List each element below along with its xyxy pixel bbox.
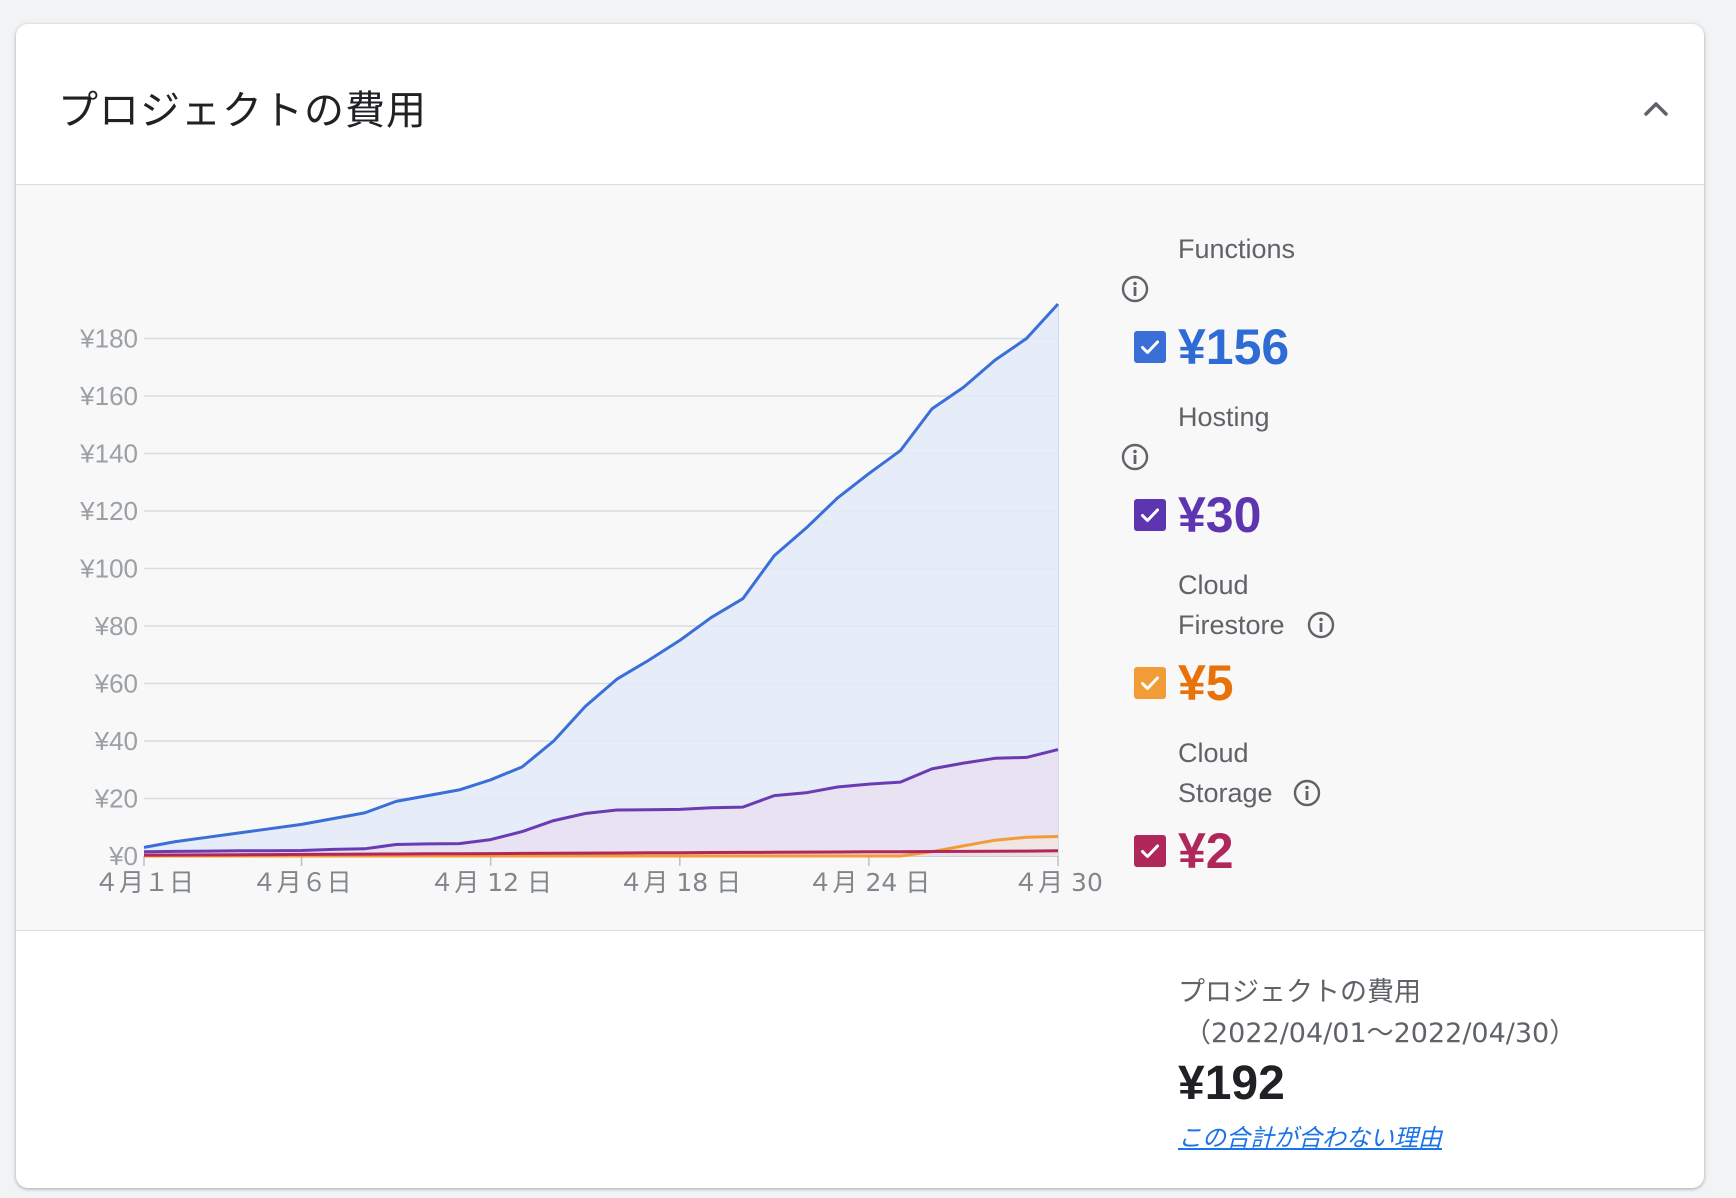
- summary-label: プロジェクトの費用: [1178, 977, 1421, 1008]
- y-tick-label: ¥180: [79, 324, 138, 354]
- x-tick-label: ４月１日: [94, 868, 194, 897]
- collapse-button[interactable]: [1632, 84, 1680, 132]
- y-tick-label: ¥40: [94, 726, 138, 756]
- legend-value: ¥2: [1178, 823, 1234, 879]
- y-tick-label: ¥60: [94, 669, 138, 699]
- check-icon: [1141, 676, 1159, 690]
- y-tick-label: ¥100: [79, 554, 138, 584]
- legend-name: Cloud: [1178, 570, 1249, 600]
- series-checkbox[interactable]: [1134, 835, 1166, 867]
- x-tick-label: ４月 12 日: [429, 868, 552, 897]
- info-icon[interactable]: [1120, 274, 1150, 304]
- check-icon: [1141, 340, 1159, 354]
- x-tick-label: ４月６日: [252, 868, 352, 897]
- y-tick-label: ¥140: [79, 439, 138, 469]
- mismatch-reason-link[interactable]: この合計が合わない理由: [1178, 1124, 1442, 1152]
- summary-total: ¥192: [1178, 1057, 1285, 1110]
- x-tick-label: ４月 24 日: [808, 868, 931, 897]
- line-hosting: [143, 748, 1059, 854]
- info-icon[interactable]: [1292, 778, 1322, 808]
- legend-name: Firestore: [1178, 610, 1285, 640]
- line-functions: [143, 302, 1060, 849]
- check-icon: [1141, 844, 1159, 858]
- series-checkbox[interactable]: [1134, 331, 1166, 363]
- legend-value: ¥5: [1178, 655, 1234, 711]
- x-tick-label: ４月 18 日: [618, 868, 741, 897]
- legend-name: Cloud: [1178, 738, 1249, 768]
- card-header: プロジェクトの費用: [16, 24, 1704, 185]
- series-checkbox[interactable]: [1134, 667, 1166, 699]
- info-icon[interactable]: [1120, 442, 1150, 472]
- legend-name: Storage: [1178, 778, 1273, 808]
- cost-chart: ¥0 ¥20 ¥40 ¥60 ¥80 ¥100 ¥120 ¥140 ¥160 ¥180 ４月１日 ４月…: [79, 302, 1103, 897]
- line-cloud-storage: [143, 849, 1059, 857]
- legend-value: ¥156: [1178, 319, 1290, 375]
- info-icon[interactable]: [1306, 610, 1336, 640]
- y-tick-label: ¥20: [94, 784, 138, 814]
- area-functions: [144, 304, 1058, 856]
- y-tick-label: ¥160: [79, 381, 138, 411]
- chart-section: ¥0 ¥20 ¥40 ¥60 ¥80 ¥100 ¥120 ¥140 ¥160 ¥180 ４月１日 ４月…: [16, 185, 1704, 931]
- y-tick-label: ¥120: [79, 496, 138, 526]
- chevron-up-icon: [1644, 102, 1668, 116]
- y-tick-label: ¥80: [94, 611, 138, 641]
- card-title: プロジェクトの費用: [58, 88, 427, 134]
- y-tick-label: ¥0: [108, 841, 138, 871]
- legend-name: Functions: [1178, 234, 1296, 264]
- legend-value: ¥30: [1178, 487, 1262, 543]
- project-cost-card: プロジェクトの費用 ¥0 ¥20 ¥40 ¥60 ¥80 ¥100 ¥120 ¥140 ¥160…: [16, 24, 1704, 1188]
- summary-date-range: （2022/04/01〜2022/04/30）: [1184, 1018, 1577, 1049]
- check-icon: [1141, 508, 1159, 522]
- series-checkbox[interactable]: [1134, 499, 1166, 531]
- line-cloud-firestore: [144, 835, 1059, 858]
- legend-name: Hosting: [1178, 402, 1270, 432]
- area-hosting: [144, 749, 1058, 856]
- x-tick-label: ４月 30: [1013, 868, 1103, 897]
